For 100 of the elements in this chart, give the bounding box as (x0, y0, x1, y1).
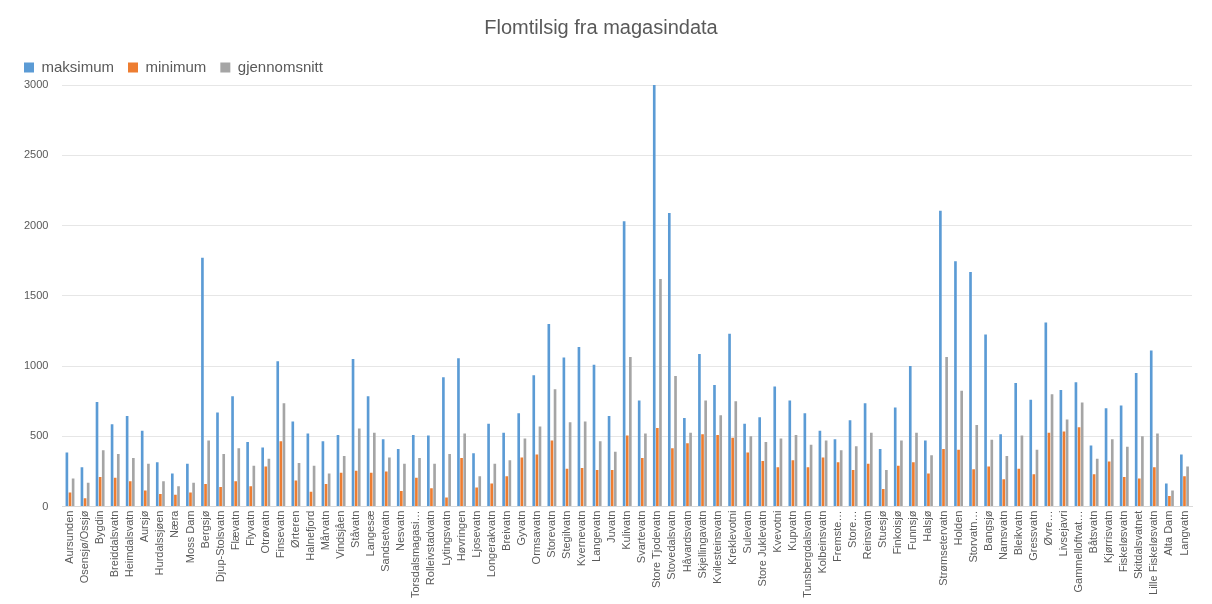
bar (758, 417, 761, 507)
x-tick-label: Bygdin (93, 510, 106, 545)
x-tick-label: Moss Dam (183, 510, 196, 564)
bar (773, 386, 777, 507)
legend-label: minimum (145, 57, 207, 75)
bar (1183, 476, 1186, 507)
bar (713, 385, 716, 507)
x-tick-label: Øvre… (1041, 510, 1054, 546)
bar (1149, 350, 1153, 507)
x-tick-label: Bergsjø (198, 510, 211, 549)
bar (652, 85, 656, 507)
bar (942, 448, 945, 507)
bar (1141, 436, 1144, 507)
x-tick-label: Store Juklevatn (755, 510, 768, 587)
x-tick-label: Breiddalsvatn (108, 510, 121, 578)
bar (143, 490, 147, 507)
bar (1126, 446, 1129, 507)
bar (237, 448, 241, 507)
bar (1044, 322, 1048, 507)
bar (667, 212, 671, 507)
bar (659, 278, 662, 507)
x-tick-label: Store Tjodevatn (650, 510, 663, 589)
bar (487, 423, 490, 507)
bar (472, 453, 475, 507)
bar (945, 356, 948, 507)
bar (689, 432, 692, 507)
bar (839, 450, 843, 507)
x-tick-label: Heimdalsvatn (123, 510, 136, 578)
bar (427, 435, 430, 507)
bar (1029, 399, 1033, 507)
bar (189, 492, 192, 507)
x-tick-label: Flyvatn (243, 510, 256, 547)
x-tick-label: Strømsetervatn (936, 510, 949, 586)
x-tick-label: Kupvatn (785, 510, 798, 551)
x-tick-label: Store… (846, 510, 859, 548)
bar (532, 375, 536, 507)
bar (893, 407, 897, 507)
x-tick-label: Tunsbergdalsvatn (800, 510, 813, 598)
bar (984, 334, 987, 507)
bar (761, 460, 765, 507)
bar (113, 477, 117, 507)
x-tick-label: Kvilesteinsvatn (710, 510, 723, 584)
y-tick-label: 3000 (23, 78, 49, 91)
bar (162, 481, 165, 507)
bar (912, 462, 915, 507)
bar (264, 466, 268, 507)
bar (174, 494, 177, 507)
bar (502, 432, 505, 507)
x-tick-label: Stegilvatn (560, 510, 573, 559)
bar (716, 434, 719, 507)
x-tick-label: Otrøvatn (258, 510, 271, 554)
bar (704, 400, 707, 507)
bar (1186, 466, 1189, 507)
x-tick-label: Livsejavri (1057, 510, 1070, 557)
x-tick-label: Sulevatn (740, 510, 753, 554)
x-tick-label: Finkoisjø (891, 510, 904, 555)
bar (177, 486, 180, 507)
bar (216, 412, 219, 507)
x-tick-label: Osensjø/Ossjø (78, 510, 91, 584)
bar (418, 458, 421, 507)
x-tick-label: Båtsvatn (1087, 510, 1100, 554)
bar (1110, 439, 1114, 507)
x-tick-label: Breivatn (499, 510, 512, 551)
bar (493, 463, 497, 507)
x-tick-label: Finsevatn (273, 510, 286, 559)
x-tick-label: Longerakvatn (484, 510, 497, 578)
bar (881, 489, 885, 507)
x-tick-label: Langesæ (364, 510, 377, 557)
bar (373, 432, 376, 507)
x-tick-label: Skitdalsvatnet (1132, 510, 1145, 580)
x-tick-label: Mårvatn (319, 510, 332, 551)
x-tick-label: Langvatn (1177, 510, 1190, 556)
x-tick-label: Bangsjø (981, 510, 994, 551)
bar (1156, 433, 1159, 507)
bar (448, 453, 451, 507)
bar (924, 440, 927, 507)
bar (701, 434, 704, 507)
bar (990, 439, 994, 507)
bar (939, 210, 942, 507)
bar (975, 425, 979, 507)
bar (640, 458, 644, 507)
bar (900, 440, 903, 507)
x-tick-label: Vindsjåen (334, 510, 347, 559)
x-tick-label: Holden (951, 510, 964, 546)
bar (433, 463, 436, 507)
bar (869, 432, 873, 507)
x-tick-label: Reinsvatn (861, 510, 874, 560)
x-tick-label: Rolleivstadvatn (424, 510, 437, 586)
bar (384, 471, 388, 507)
x-tick-label: Kolbeinsvatn (816, 510, 829, 574)
bar (598, 441, 602, 507)
bar (1137, 478, 1141, 507)
bar (170, 473, 174, 507)
x-tick-label: Ståvatn (349, 510, 362, 548)
bar (1014, 382, 1018, 507)
bar (1017, 468, 1021, 507)
bar (897, 465, 900, 507)
bar (1002, 479, 1006, 507)
bar (625, 435, 629, 507)
x-tick-label: Flævatn (228, 510, 241, 551)
